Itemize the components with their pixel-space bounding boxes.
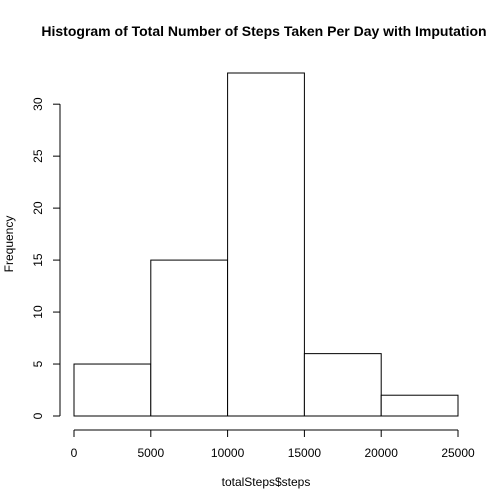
x-tick-label-4: 20000: [365, 446, 399, 460]
y-tick-label-5: 25: [31, 149, 45, 163]
x-tick-label-0: 0: [71, 446, 78, 460]
y-axis: 0 5 10 15 20 25 30: [31, 97, 61, 419]
y-tick-label-2: 10: [31, 305, 45, 319]
y-axis-label: Frequency: [2, 216, 16, 273]
x-tick-label-1: 5000: [137, 446, 164, 460]
x-tick-label-2: 10000: [211, 446, 245, 460]
y-tick-label-4: 20: [31, 201, 45, 215]
y-tick-label-3: 15: [31, 253, 45, 267]
x-axis: 0 5000 10000 15000 20000 25000: [71, 429, 475, 460]
y-tick-label-6: 30: [31, 97, 45, 111]
chart-title: Histogram of Total Number of Steps Taken…: [41, 23, 486, 39]
x-tick-label-3: 15000: [288, 446, 322, 460]
histogram-bar-2: [227, 72, 305, 417]
y-tick-label-0: 0: [31, 412, 45, 419]
histogram-bars: [73, 72, 459, 417]
y-tick-label-1: 5: [31, 360, 45, 367]
histogram-bar-0: [73, 363, 152, 417]
x-tick-label-5: 25000: [441, 446, 475, 460]
histogram-bar-4: [380, 394, 459, 417]
x-axis-label: totalSteps$steps: [222, 475, 311, 489]
histogram-bar-1: [150, 259, 229, 417]
histogram-bar-3: [303, 353, 382, 417]
